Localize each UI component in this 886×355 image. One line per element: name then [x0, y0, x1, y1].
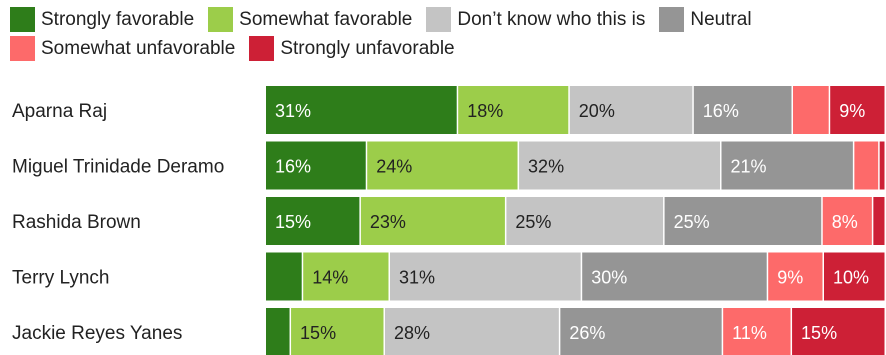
data-label: 23%: [370, 212, 406, 232]
data-label: 26%: [569, 323, 605, 343]
legend-label: Somewhat unfavorable: [41, 37, 236, 59]
bar-segment: [879, 141, 885, 190]
data-label: 32%: [528, 157, 564, 177]
data-label: 24%: [376, 157, 412, 177]
legend-label: Neutral: [690, 8, 752, 30]
legend-swatch: [10, 36, 35, 61]
data-label: 21%: [731, 157, 767, 177]
legend-label: Strongly favorable: [41, 8, 195, 30]
bar-segment: [458, 86, 569, 134]
data-label: 8%: [832, 212, 858, 232]
bar-segment: [519, 141, 721, 190]
category-label: Terry Lynch: [12, 268, 110, 289]
data-label: 15%: [300, 323, 336, 343]
legend-item: Strongly unfavorable: [249, 36, 455, 61]
data-label: 16%: [703, 101, 739, 121]
legend-label: Strongly unfavorable: [280, 37, 455, 59]
bar-segment: [266, 308, 290, 355]
data-label: 30%: [591, 268, 627, 288]
data-label: 25%: [515, 212, 551, 232]
bar-segment: [384, 308, 559, 355]
data-label: 25%: [674, 212, 710, 232]
data-label: 9%: [839, 101, 865, 121]
bar-segment: [291, 308, 384, 355]
legend-item: Somewhat unfavorable: [10, 36, 235, 61]
legend-swatch: [426, 7, 452, 32]
bar-segment: [560, 308, 722, 355]
bar-segment: [266, 197, 360, 245]
bar-segment: [367, 141, 518, 190]
bar-segment: [854, 141, 879, 190]
bar-segment: [506, 197, 664, 245]
legend-swatch: [10, 7, 35, 32]
legend-row: Strongly favorable Somewhat favorable Don’…: [10, 5, 880, 34]
bar-segment: [723, 308, 791, 355]
data-label: 31%: [399, 268, 435, 288]
legend-swatch: [249, 36, 275, 61]
data-label: 15%: [801, 323, 837, 343]
bar-segment: [824, 252, 885, 301]
data-label: 14%: [312, 268, 348, 288]
legend-item: Neutral: [659, 7, 752, 32]
legend-item: Don’t know who this is: [426, 7, 645, 32]
bar-segment: [822, 197, 872, 245]
bar-segment: [266, 86, 457, 134]
bar-segment: [873, 197, 885, 245]
data-label: 15%: [275, 212, 311, 232]
bar-segment: [830, 86, 885, 134]
legend-swatch: [659, 7, 685, 32]
data-label: 31%: [275, 101, 311, 121]
bar-segment: [721, 141, 853, 190]
category-label: Jackie Reyes Yanes: [12, 323, 182, 344]
data-label: 10%: [833, 268, 869, 288]
bar-segment: [693, 86, 792, 134]
bar-segment: [569, 86, 693, 134]
bar-segment: [792, 308, 885, 355]
data-label: 20%: [579, 101, 615, 121]
legend-label: Don’t know who this is: [457, 8, 646, 30]
data-label: 9%: [777, 268, 803, 288]
bar-segment: [266, 252, 302, 301]
bar-segment: [266, 141, 366, 190]
data-label: 18%: [467, 101, 503, 121]
bar-segment: [793, 86, 829, 134]
bar-segment: [390, 252, 581, 301]
legend-swatch: [208, 7, 234, 32]
legend-row: Somewhat unfavorable Strongly unfavorable: [10, 34, 880, 63]
data-label: 16%: [275, 157, 311, 177]
category-label: Aparna Raj: [12, 101, 107, 122]
data-label: 11%: [732, 323, 767, 343]
data-label: 28%: [394, 323, 430, 343]
legend-item: Strongly favorable: [10, 7, 194, 32]
bar-segment: [664, 197, 822, 245]
bar-segment: [582, 252, 767, 301]
bar-segment: [360, 197, 505, 245]
bar-segment: [768, 252, 823, 301]
legend-item: Somewhat favorable: [208, 7, 412, 32]
bar-segment: [303, 252, 389, 301]
legend-label: Somewhat favorable: [239, 8, 413, 30]
category-label: Rashida Brown: [12, 212, 141, 233]
chart-legend: Strongly favorable Somewhat favorable Don’…: [10, 5, 880, 63]
category-label: Miguel Trinidade Deramo: [12, 157, 224, 178]
